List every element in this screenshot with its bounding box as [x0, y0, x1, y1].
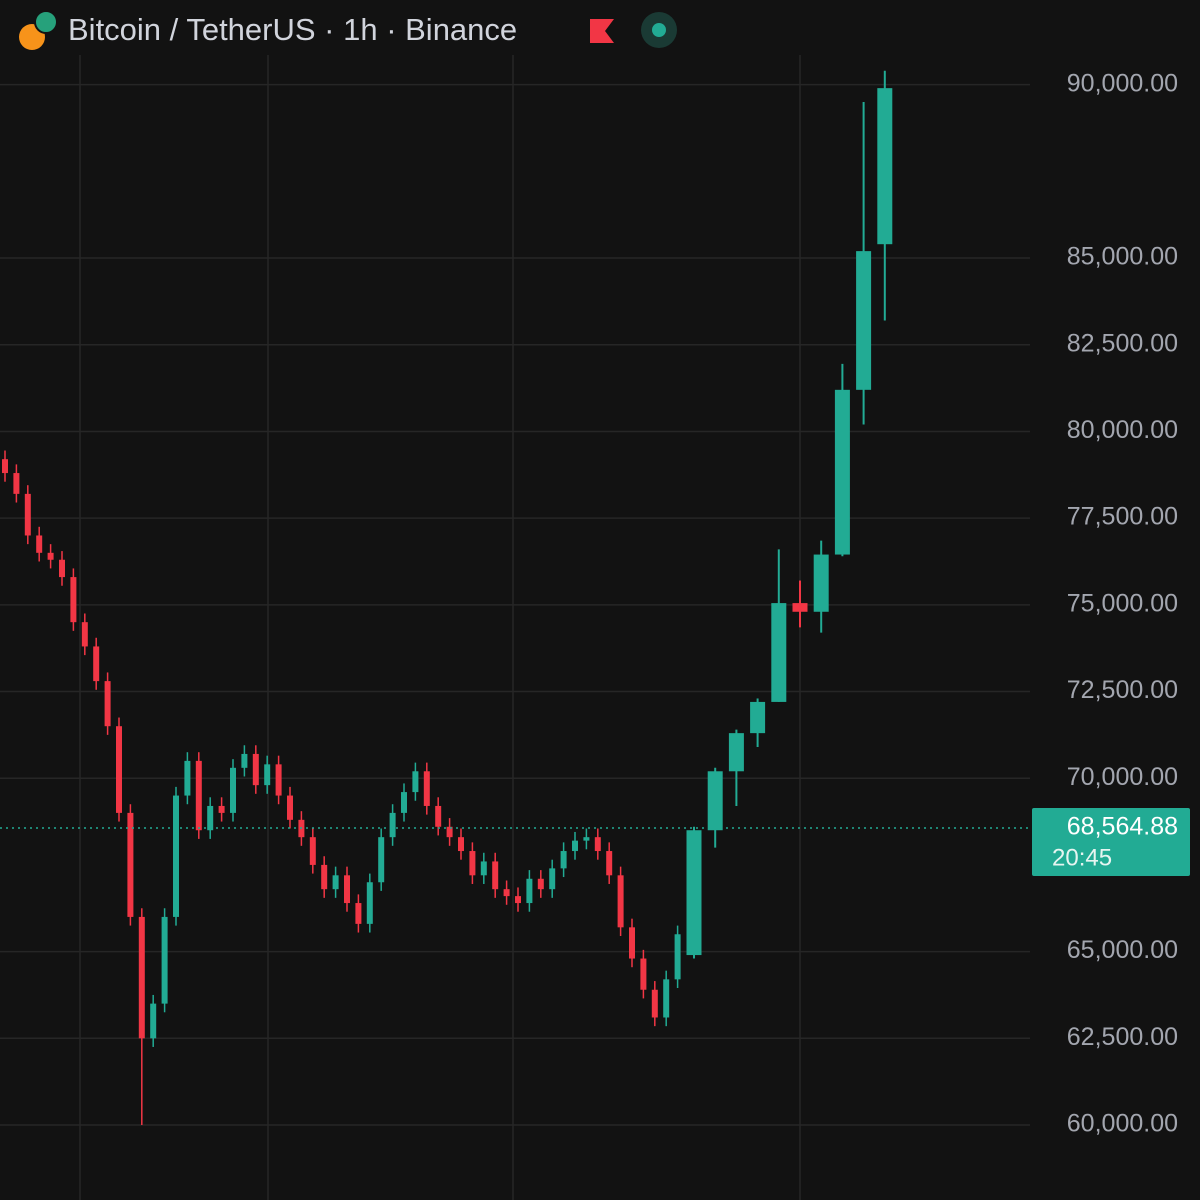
candle-body: [378, 837, 385, 883]
y-tick-label: 75,000.00: [1067, 589, 1178, 617]
candle-body: [572, 840, 578, 852]
flag-icon[interactable]: [590, 19, 614, 43]
candle-body: [549, 868, 556, 890]
candle-body: [401, 792, 407, 813]
y-tick-label: 82,500.00: [1067, 329, 1178, 357]
candle-body: [173, 795, 179, 917]
candle-body: [606, 851, 613, 876]
candle-body: [469, 851, 476, 876]
candle-body: [686, 830, 702, 956]
candle-body: [492, 861, 499, 890]
candle-body: [480, 861, 487, 876]
candle-body: [264, 764, 271, 786]
candle-body: [70, 577, 77, 623]
candle-body: [515, 896, 521, 904]
candle-body: [195, 760, 202, 831]
header: Bitcoin / TetherUS · 1h · Binance: [19, 10, 677, 50]
candle-body: [309, 837, 316, 865]
candle-body: [207, 805, 214, 831]
y-tick-label: 65,000.00: [1067, 936, 1178, 964]
candle-body: [792, 603, 808, 612]
candle-body: [707, 771, 723, 831]
usdt-icon: [34, 10, 58, 34]
candles: [2, 70, 893, 1125]
candle-body: [651, 989, 658, 1018]
candle-body: [594, 837, 601, 852]
last-price-label: 68,564.88: [1067, 813, 1178, 841]
candle-body: [184, 760, 191, 796]
candle-body: [104, 681, 111, 727]
candle-body: [355, 903, 362, 924]
candle-body: [728, 733, 744, 772]
candle-body: [446, 826, 453, 838]
candle-body: [241, 753, 248, 768]
candle-body: [230, 767, 236, 813]
y-tick-label: 85,000.00: [1067, 243, 1178, 271]
candle-body: [252, 753, 259, 786]
candle-body: [856, 251, 872, 390]
candle-body: [834, 389, 850, 555]
candle-body: [127, 812, 134, 917]
candle-body: [526, 878, 533, 904]
candle-body: [275, 764, 282, 796]
candle-body: [560, 851, 567, 869]
candle-body: [537, 878, 544, 890]
candle-body: [458, 837, 464, 852]
y-tick-label: 80,000.00: [1067, 416, 1178, 444]
candle-body: [116, 726, 122, 813]
candle-body: [435, 805, 442, 827]
candle-body: [663, 979, 670, 1018]
candle-body: [47, 552, 54, 560]
candle-body: [93, 646, 100, 682]
candle-body: [2, 459, 8, 474]
candle-body: [24, 493, 31, 536]
candle-body: [344, 875, 350, 904]
candle-body: [332, 875, 339, 890]
candle-body: [617, 875, 624, 928]
candle-body: [366, 882, 373, 924]
candle-body: [13, 473, 20, 494]
status-dot: [652, 23, 666, 37]
candle-body: [287, 795, 293, 820]
candle-body: [674, 934, 681, 980]
y-tick-label: 70,000.00: [1067, 763, 1178, 791]
y-tick-label: 60,000.00: [1067, 1110, 1178, 1138]
y-tick-label: 77,500.00: [1067, 503, 1178, 531]
candle-body: [161, 916, 168, 1004]
candle-body: [640, 958, 647, 990]
candle-body: [423, 771, 430, 806]
countdown-label: 20:45: [1052, 844, 1112, 871]
candle-body: [583, 837, 590, 841]
y-tick-label: 62,500.00: [1067, 1023, 1178, 1051]
candle-body: [321, 864, 328, 890]
candle-body: [629, 927, 635, 959]
last-price-box: [1032, 807, 1190, 876]
candle-body: [138, 916, 145, 1039]
candle-body: [59, 559, 65, 578]
candle-body: [412, 771, 419, 793]
candle-body: [218, 805, 225, 813]
candle-body: [877, 88, 893, 245]
candle-body: [813, 554, 829, 612]
chart-title: Bitcoin / TetherUS · 1h · Binance: [68, 12, 517, 47]
candle-body: [503, 889, 510, 897]
candle-body: [150, 1003, 157, 1039]
candle-body: [750, 701, 766, 734]
candle-body: [36, 535, 43, 553]
y-tick-label: 90,000.00: [1067, 69, 1178, 97]
candle-body: [389, 812, 396, 838]
candle-body: [771, 603, 787, 702]
candle-body: [81, 622, 88, 647]
y-tick-label: 72,500.00: [1067, 676, 1178, 704]
